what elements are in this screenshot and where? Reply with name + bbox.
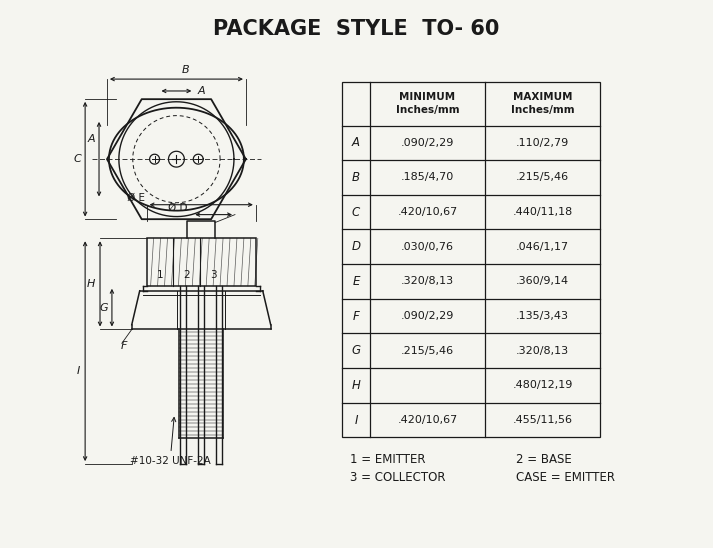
Text: C: C	[73, 154, 81, 164]
Text: .046/1,17: .046/1,17	[516, 242, 569, 252]
Text: I: I	[354, 414, 358, 426]
Text: CASE = EMITTER: CASE = EMITTER	[515, 471, 615, 484]
Text: .135/3,43: .135/3,43	[516, 311, 569, 321]
Text: .480/12,19: .480/12,19	[513, 380, 573, 390]
Text: .090/2,29: .090/2,29	[401, 311, 454, 321]
Text: .440/11,18: .440/11,18	[513, 207, 573, 217]
Text: .215/5,46: .215/5,46	[516, 173, 569, 182]
Text: .090/2,29: .090/2,29	[401, 138, 454, 148]
Text: B: B	[352, 171, 360, 184]
Text: C: C	[352, 206, 360, 219]
Text: 2 = BASE: 2 = BASE	[515, 453, 572, 466]
Text: 3 = COLLECTOR: 3 = COLLECTOR	[350, 471, 446, 484]
Text: .360/9,14: .360/9,14	[516, 276, 569, 287]
Text: F: F	[353, 310, 359, 323]
Text: .420/10,67: .420/10,67	[397, 207, 458, 217]
Text: .455/11,56: .455/11,56	[513, 415, 573, 425]
Text: G: G	[99, 302, 108, 313]
Text: G: G	[352, 344, 361, 357]
Text: .320/8,13: .320/8,13	[516, 346, 569, 356]
Text: #10-32 UNF-2A: #10-32 UNF-2A	[130, 418, 210, 466]
Text: .110/2,79: .110/2,79	[516, 138, 569, 148]
Text: H: H	[352, 379, 361, 392]
Text: B: B	[181, 65, 189, 75]
Text: 3: 3	[210, 270, 217, 280]
Text: MINIMUM
Inches/mm: MINIMUM Inches/mm	[396, 92, 459, 115]
Text: .185/4,70: .185/4,70	[401, 173, 454, 182]
Text: Ø D: Ø D	[168, 203, 188, 213]
Text: .215/5,46: .215/5,46	[401, 346, 454, 356]
Text: .030/0,76: .030/0,76	[401, 242, 454, 252]
Text: A: A	[352, 136, 360, 150]
Text: D: D	[352, 240, 361, 253]
Text: .320/8,13: .320/8,13	[401, 276, 454, 287]
Text: F: F	[120, 341, 127, 351]
Text: H: H	[87, 279, 95, 289]
Text: PACKAGE  STYLE  TO- 60: PACKAGE STYLE TO- 60	[212, 19, 499, 38]
Text: 1: 1	[157, 270, 163, 280]
Text: .420/10,67: .420/10,67	[397, 415, 458, 425]
Text: 1 = EMITTER: 1 = EMITTER	[350, 453, 426, 466]
Bar	[342, 82, 600, 437]
Text: 2: 2	[183, 270, 190, 280]
Text: A: A	[88, 134, 95, 144]
Bar	[147, 238, 256, 286]
Text: A: A	[198, 86, 205, 96]
Text: I: I	[77, 366, 80, 376]
Text: E: E	[352, 275, 359, 288]
Text: MAXIMUM
Inches/mm: MAXIMUM Inches/mm	[511, 92, 575, 115]
Text: Ø E: Ø E	[127, 193, 145, 203]
